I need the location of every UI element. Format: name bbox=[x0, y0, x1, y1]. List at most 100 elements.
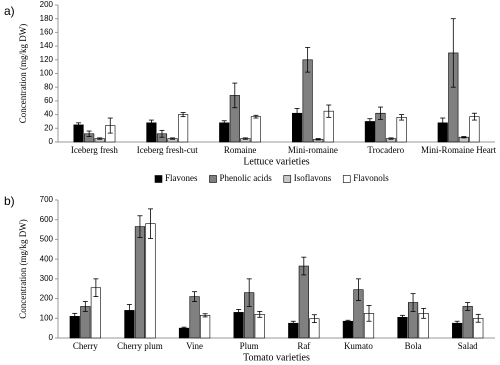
x-tick-label: Trocadero bbox=[367, 145, 404, 155]
error-bar bbox=[181, 326, 187, 330]
error-bar bbox=[475, 313, 481, 323]
error-bar bbox=[366, 305, 372, 322]
bar bbox=[200, 315, 211, 339]
error-bar bbox=[107, 117, 113, 134]
legend-label: Isoflavons bbox=[294, 173, 332, 183]
error-bar bbox=[236, 309, 242, 316]
y-tick-label: 500 bbox=[40, 235, 54, 244]
error-bar bbox=[137, 215, 143, 238]
y-tick-label: 0 bbox=[49, 137, 54, 146]
error-bar bbox=[377, 106, 383, 120]
bar bbox=[189, 296, 200, 339]
error-bar bbox=[72, 312, 78, 320]
error-bar bbox=[294, 108, 300, 119]
y-tick-label: 100 bbox=[40, 69, 54, 78]
error-bar bbox=[440, 117, 446, 129]
y-tick-label: 140 bbox=[40, 41, 54, 50]
error-bar bbox=[305, 47, 311, 73]
error-bar bbox=[471, 112, 477, 121]
error-bar bbox=[232, 82, 238, 109]
legend-label: Flavonols bbox=[353, 173, 389, 183]
bar bbox=[342, 320, 353, 339]
x-axis-title: Lettuce varieties bbox=[243, 156, 309, 167]
y-tick-label: 200 bbox=[40, 0, 54, 9]
legend-label: Phenolic acids bbox=[220, 173, 273, 183]
legend-swatch bbox=[342, 175, 351, 183]
error-bar bbox=[253, 114, 259, 119]
error-bar bbox=[421, 308, 427, 319]
x-tick-label: Iceberg fresh bbox=[71, 145, 119, 155]
bar bbox=[298, 265, 309, 339]
error-bar bbox=[367, 118, 373, 125]
y-tick-label: 200 bbox=[40, 294, 54, 303]
error-bar bbox=[221, 120, 227, 126]
error-bar bbox=[242, 137, 248, 140]
error-bar bbox=[355, 278, 361, 301]
x-tick-label: Iceberg fresh-cut bbox=[137, 145, 199, 155]
x-tick-label: Cherry plum bbox=[117, 341, 163, 351]
error-bar bbox=[290, 320, 296, 326]
x-tick-label: Raf bbox=[297, 341, 310, 351]
x-axis-title: Tomato varieties bbox=[243, 352, 310, 363]
y-tick-label: 100 bbox=[40, 313, 54, 322]
error-bar bbox=[450, 18, 456, 88]
error-bar bbox=[93, 278, 99, 298]
error-bar bbox=[311, 314, 317, 324]
y-tick-label: 20 bbox=[44, 123, 53, 132]
error-bar bbox=[192, 291, 198, 302]
error-bar bbox=[246, 278, 252, 307]
x-tick-label: Vine bbox=[186, 341, 203, 351]
x-tick-label: Plum bbox=[240, 341, 259, 351]
error-bar bbox=[399, 114, 405, 121]
legend-swatch bbox=[209, 175, 217, 183]
error-bar bbox=[326, 104, 332, 118]
error-bar bbox=[159, 129, 165, 138]
y-tick-label: 400 bbox=[40, 254, 54, 263]
x-tick-label: Mini-Romaine Heart bbox=[421, 145, 497, 155]
x-tick-label: Cherry bbox=[73, 341, 98, 351]
error-bar bbox=[461, 136, 467, 139]
y-tick-label: 80 bbox=[44, 82, 53, 91]
bar bbox=[250, 116, 262, 143]
y-tick-label: 120 bbox=[40, 55, 54, 64]
error-bar bbox=[454, 320, 460, 326]
y-axis-title: Concentration (mg/kg DW) bbox=[18, 219, 28, 318]
x-tick-label: Mini-romaine bbox=[288, 145, 338, 155]
error-bar bbox=[148, 119, 154, 126]
x-tick-label: Bola bbox=[405, 341, 422, 351]
error-bar bbox=[126, 304, 132, 317]
y-tick-label: 160 bbox=[40, 28, 54, 37]
error-bar bbox=[400, 314, 406, 320]
error-bar bbox=[76, 122, 82, 128]
error-bar bbox=[410, 293, 416, 312]
error-bar bbox=[388, 137, 394, 140]
bar bbox=[145, 223, 156, 339]
x-tick-label: Salad bbox=[458, 341, 478, 351]
bar bbox=[219, 122, 230, 143]
error-bar bbox=[170, 137, 176, 140]
error-bar bbox=[97, 137, 103, 140]
panel-label: b) bbox=[4, 194, 15, 208]
bar bbox=[396, 117, 407, 143]
bar bbox=[397, 316, 408, 339]
error-bar bbox=[147, 208, 153, 239]
error-bar bbox=[465, 302, 471, 311]
bar bbox=[178, 327, 190, 339]
error-bar bbox=[82, 301, 88, 312]
bar bbox=[178, 114, 189, 143]
y-tick-label: 0 bbox=[49, 333, 54, 342]
bar bbox=[134, 226, 146, 339]
bar bbox=[254, 314, 265, 339]
y-tick-label: 700 bbox=[40, 195, 54, 204]
error-bar bbox=[345, 319, 351, 323]
error-bar bbox=[180, 112, 186, 118]
y-tick-label: 180 bbox=[40, 14, 54, 23]
bar bbox=[73, 124, 84, 143]
y-tick-label: 40 bbox=[44, 110, 53, 119]
x-tick-label: Kumato bbox=[344, 341, 373, 351]
bar bbox=[462, 306, 473, 339]
error-bar bbox=[86, 130, 92, 137]
error-bar bbox=[315, 138, 321, 141]
y-axis-title: Concentration (mg/kg DW) bbox=[18, 24, 28, 123]
